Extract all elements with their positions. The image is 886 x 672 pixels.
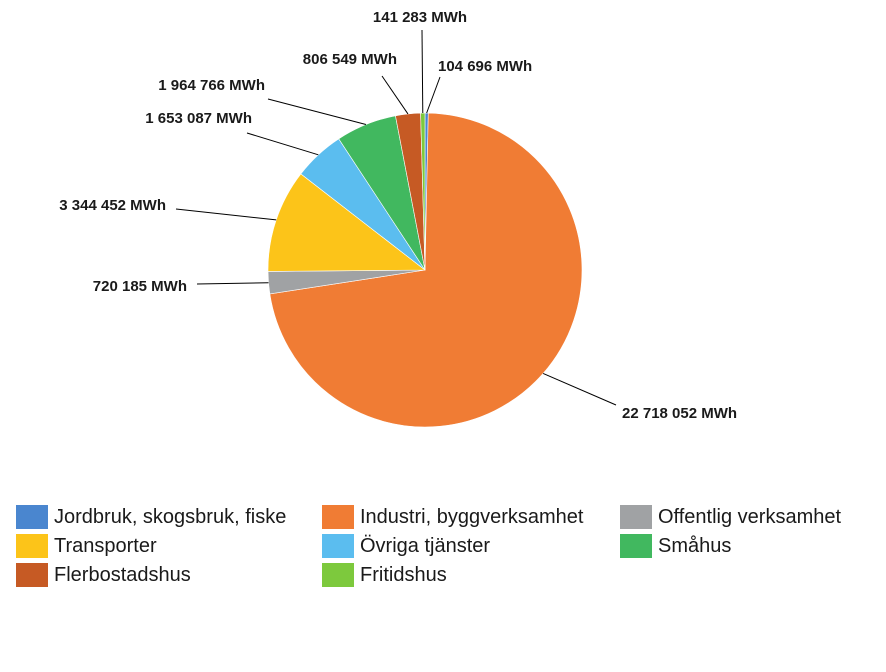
legend-item-ovriga: Övriga tjänster (322, 532, 490, 560)
pie-slice (267, 173, 426, 272)
legend-swatch (16, 563, 48, 587)
legend-swatch (620, 534, 652, 558)
data-label: 3 344 452 MWh (59, 197, 166, 214)
legend-label: Industri, byggverksamhet (360, 505, 584, 528)
data-labels: 104 696 MWh 22 718 052 MWh 720 185 MWh 3 34… (59, 9, 737, 422)
legend-label: Jordbruk, skogsbruk, fiske (54, 505, 287, 528)
data-label: 1 964 766 MWh (158, 77, 265, 94)
leader-line (175, 208, 277, 221)
data-label: 22 718 052 MWh (622, 405, 737, 422)
leader-line (381, 75, 409, 115)
legend-item-fritidshus: Fritidshus (322, 561, 447, 589)
pie-slice (420, 112, 426, 271)
legend-item-smahus: Småhus (620, 532, 731, 560)
pie-slice (269, 112, 583, 428)
legend-item-industri: Industri, byggverksamhet (322, 503, 583, 531)
legend-swatch (16, 534, 48, 558)
legend-item-transporter: Transporter (16, 532, 157, 560)
legend-item-jordbruk: Jordbruk, skogsbruk, fiske (16, 503, 286, 531)
legend-label: Övriga tjänster (360, 534, 491, 557)
legend-label: Offentlig verksamhet (658, 505, 842, 528)
legend-label: Småhus (658, 534, 732, 557)
leader-line (426, 76, 441, 114)
leader-line (267, 98, 367, 126)
legend-label: Flerbostadshus (54, 563, 191, 586)
legend-label: Fritidshus (360, 563, 447, 586)
data-label: 1 653 087 MWh (145, 110, 252, 127)
data-label: 104 696 MWh (438, 58, 532, 75)
legend-item-offentlig: Offentlig verksamhet (620, 503, 841, 531)
leader-line (246, 132, 319, 156)
data-label: 720 185 MWh (93, 278, 187, 295)
leader-line (542, 372, 617, 406)
legend-item-flerbostadshus: Flerbostadshus (16, 561, 191, 589)
leader-line (196, 282, 269, 285)
data-label: 806 549 MWh (303, 51, 397, 68)
legend-label: Transporter (54, 534, 157, 557)
leader-line (421, 29, 424, 114)
data-label: 141 283 MWh (373, 9, 467, 26)
pie-chart: 104 696 MWh 22 718 052 MWh 720 185 MWh 3 34… (59, 9, 737, 428)
pie-slices (267, 112, 583, 428)
legend-swatch (322, 534, 354, 558)
leader-lines (175, 29, 617, 406)
legend-swatch (620, 505, 652, 529)
legend-swatch (16, 505, 48, 529)
legend: Jordbruk, skogsbruk, fiske Industri, byg… (16, 503, 876, 595)
legend-swatch (322, 505, 354, 529)
legend-swatch (322, 563, 354, 587)
